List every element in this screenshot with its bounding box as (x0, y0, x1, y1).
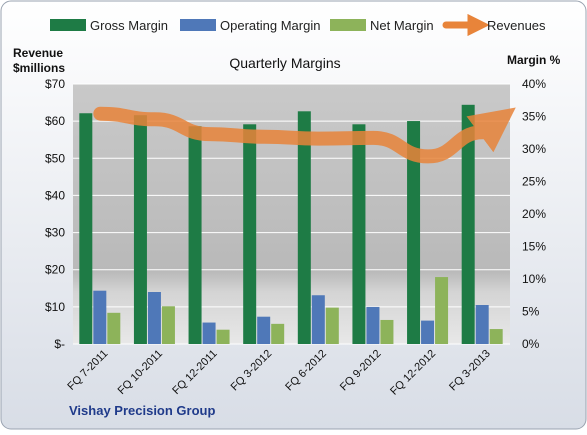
legend: Gross Margin Operating Margin Net Margin… (50, 13, 546, 37)
right-tick-label: 25% (522, 175, 546, 189)
bar-gross-margin (188, 126, 202, 344)
left-axis-label-line2: $millions (13, 61, 65, 75)
bar-net-margin (271, 323, 285, 344)
chart-title: Quarterly Margins (229, 55, 340, 71)
bar-net-margin (107, 312, 121, 344)
bar-operating-margin (366, 306, 380, 344)
right-tick-label: 0% (522, 337, 540, 351)
revenue-line (93, 106, 516, 164)
right-tick-label: 5% (522, 305, 540, 319)
bar-gross-margin (133, 115, 147, 344)
bar-operating-margin (311, 295, 325, 344)
right-tick-label: 40% (522, 77, 546, 91)
bar-operating-margin (475, 305, 489, 344)
right-tick-label: 30% (522, 142, 546, 156)
footer-company: Vishay Precision Group (69, 403, 215, 418)
right-tick-label: 10% (522, 272, 546, 286)
bar-gross-margin (243, 124, 257, 344)
legend-label-revenues: Revenues (487, 18, 546, 33)
right-tick-label: 35% (522, 110, 546, 124)
left-tick-label: $- (54, 337, 65, 351)
legend-swatch-gross-margin (50, 19, 86, 31)
bar-series (79, 104, 503, 344)
bar-gross-margin (461, 104, 475, 344)
right-axis-ticks: 0% 5% 10% 15% 20% 25% 30% 35% 40% (522, 77, 546, 351)
left-tick-label: $50 (45, 151, 65, 165)
bar-net-margin (216, 329, 230, 344)
bar-gross-margin (407, 121, 421, 344)
legend-label-gross-margin: Gross Margin (90, 18, 168, 33)
bar-net-margin (161, 306, 175, 344)
right-tick-label: 20% (522, 207, 546, 221)
left-axis-ticks: $- $10 $20 $30 $40 $50 $60 $70 (45, 77, 65, 351)
bar-net-margin (435, 277, 449, 344)
bar-operating-margin (147, 292, 161, 344)
legend-label-operating-margin: Operating Margin (220, 18, 320, 33)
left-axis-label-line1: Revenue (13, 46, 63, 60)
bar-operating-margin (202, 322, 216, 344)
left-tick-label: $20 (45, 263, 65, 277)
bar-net-margin (489, 329, 503, 344)
bar-operating-margin (93, 290, 107, 344)
bar-gross-margin (297, 111, 311, 344)
bar-operating-margin (421, 320, 435, 344)
left-tick-label: $60 (45, 114, 65, 128)
bar-gross-margin (79, 113, 93, 344)
right-tick-label: 15% (522, 240, 546, 254)
left-tick-label: $40 (45, 188, 65, 202)
right-axis-label: Margin % (507, 53, 561, 67)
left-tick-label: $30 (45, 226, 65, 240)
bar-gross-margin (352, 124, 366, 344)
legend-label-net-margin: Net Margin (370, 18, 434, 33)
left-tick-label: $70 (45, 77, 65, 91)
bar-net-margin (325, 307, 339, 344)
legend-swatch-net-margin (330, 19, 366, 31)
bar-net-margin (380, 319, 394, 344)
left-tick-label: $10 (45, 300, 65, 314)
legend-swatch-operating-margin (180, 19, 216, 31)
bar-operating-margin (257, 316, 271, 344)
